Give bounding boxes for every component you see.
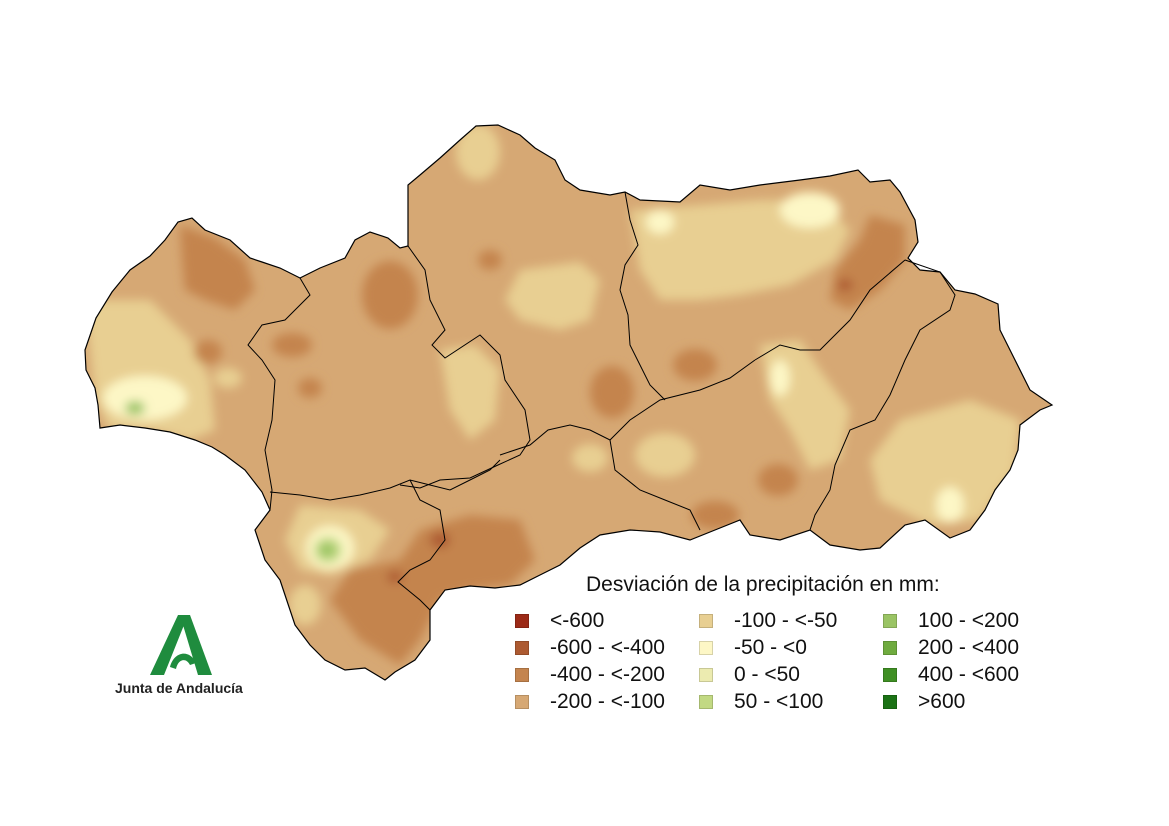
zone-huelva-north-dark [180, 225, 255, 310]
zone-sevilla-spot-a [272, 333, 312, 357]
zone-huelva-light-spot [214, 368, 242, 388]
zone-cordoba-dark [590, 366, 634, 418]
legend-label: 200 - <400 [918, 636, 1020, 659]
zone-huelva-dark-spot [194, 340, 222, 364]
legend-item: -600 - <-400 [515, 635, 665, 661]
legend-label: <-600 [550, 609, 605, 632]
zone-malaga-darker [430, 532, 450, 548]
zone-huelva-pale [103, 376, 187, 420]
legend-label: 400 - <600 [918, 663, 1020, 686]
legend-swatch [883, 641, 897, 655]
logo-right-leg [180, 615, 212, 675]
zone-almeria-light [870, 400, 1020, 525]
legend-label: -50 - <0 [734, 636, 807, 659]
legend-item: 0 - <50 [699, 662, 800, 688]
legend-title: Desviación de la precipitación en mm: [586, 573, 940, 596]
zone-jaen-pale-b [646, 210, 674, 234]
legend-item: <-600 [515, 608, 604, 634]
boundary-huelva-sevilla [247, 277, 311, 511]
base-fill [85, 125, 1052, 680]
legend-label: 100 - <200 [918, 609, 1020, 632]
zone-cordoba-south-light [440, 345, 500, 440]
zone-cadiz-green [319, 543, 335, 557]
zone-granada-pale [770, 360, 790, 396]
zone-almeria-spot [936, 487, 964, 523]
legend-item: 50 - <100 [699, 689, 823, 715]
legend-label: 0 - <50 [734, 663, 800, 686]
zone-cordoba-spot [478, 250, 502, 270]
zone-huelva-green [125, 401, 145, 415]
logo-label: Junta de Andalucía [115, 680, 243, 696]
zone-jaen-darkest [837, 279, 853, 291]
boundary-sevilla-cordoba [399, 245, 531, 489]
zone-cordoba-central-light [505, 262, 600, 330]
legend-swatch [515, 695, 529, 709]
boundary-cordoba-jaen [619, 191, 666, 401]
legend-swatch [883, 668, 897, 682]
zone-malaga-light [572, 444, 608, 472]
zone-jaen-dark-b [673, 349, 717, 381]
legend-swatch [699, 614, 713, 628]
boundary-malaga-granada [609, 439, 701, 531]
zone-cordoba-north-light [456, 125, 500, 180]
boundary-granada-almeria [809, 259, 956, 531]
legend-swatch [515, 614, 529, 628]
legend-swatch [515, 641, 529, 655]
zone-granada-light-b [635, 433, 695, 477]
legend-swatch [883, 614, 897, 628]
boundary-malaga-cadiz [397, 479, 446, 611]
zone-malaga-darker-b [387, 571, 403, 583]
legend-label: -400 - <-200 [550, 663, 665, 686]
boundary-jaen-granada [754, 259, 906, 361]
legend-item: >600 [883, 689, 965, 715]
legend-item: -100 - <-50 [699, 608, 837, 634]
legend-swatch [699, 641, 713, 655]
legend-swatch [883, 695, 897, 709]
legend-label: -100 - <-50 [734, 609, 838, 632]
zone-sevilla-spot-b [298, 378, 322, 398]
zone-cadiz-south-light [289, 585, 321, 625]
legend-item: -200 - <-100 [515, 689, 665, 715]
legend-swatch [699, 695, 713, 709]
junta-logo-mark [150, 615, 212, 675]
logo-left-leg [150, 615, 188, 675]
legend-item: 400 - <600 [883, 662, 1019, 688]
zone-sevilla-north-dark [362, 261, 418, 329]
legend-item: -50 - <0 [699, 635, 807, 661]
zone-malaga-dark [330, 515, 535, 665]
legend-label: -200 - <-100 [550, 690, 665, 713]
legend-swatch [515, 668, 529, 682]
zone-granada-dark [758, 464, 798, 496]
logo-crossbar [170, 653, 196, 669]
legend-item: -400 - <-200 [515, 662, 665, 688]
zone-jaen-pale [780, 192, 840, 228]
province-boundaries [247, 191, 956, 611]
legend-swatch [699, 668, 713, 682]
zone-granada-dark-b [691, 501, 739, 529]
legend-label: 50 - <100 [734, 690, 824, 713]
legend-item: 200 - <400 [883, 635, 1019, 661]
legend-label: -600 - <-400 [550, 636, 665, 659]
legend-label: >600 [918, 690, 966, 713]
legend-item: 100 - <200 [883, 608, 1019, 634]
